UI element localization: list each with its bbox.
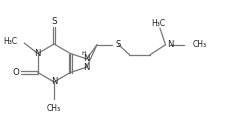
Text: N: N: [51, 77, 57, 87]
Text: N: N: [35, 49, 41, 58]
Text: H: H: [82, 51, 86, 56]
Text: O: O: [13, 68, 20, 77]
Text: H₃C: H₃C: [3, 37, 17, 45]
Text: N: N: [83, 63, 90, 72]
Text: N: N: [83, 54, 90, 63]
Text: S: S: [116, 40, 121, 49]
Text: H₃C: H₃C: [151, 18, 165, 28]
Text: CH₃: CH₃: [47, 104, 61, 113]
Text: N: N: [167, 40, 174, 49]
Text: CH₃: CH₃: [192, 40, 206, 49]
Text: S: S: [51, 17, 57, 26]
